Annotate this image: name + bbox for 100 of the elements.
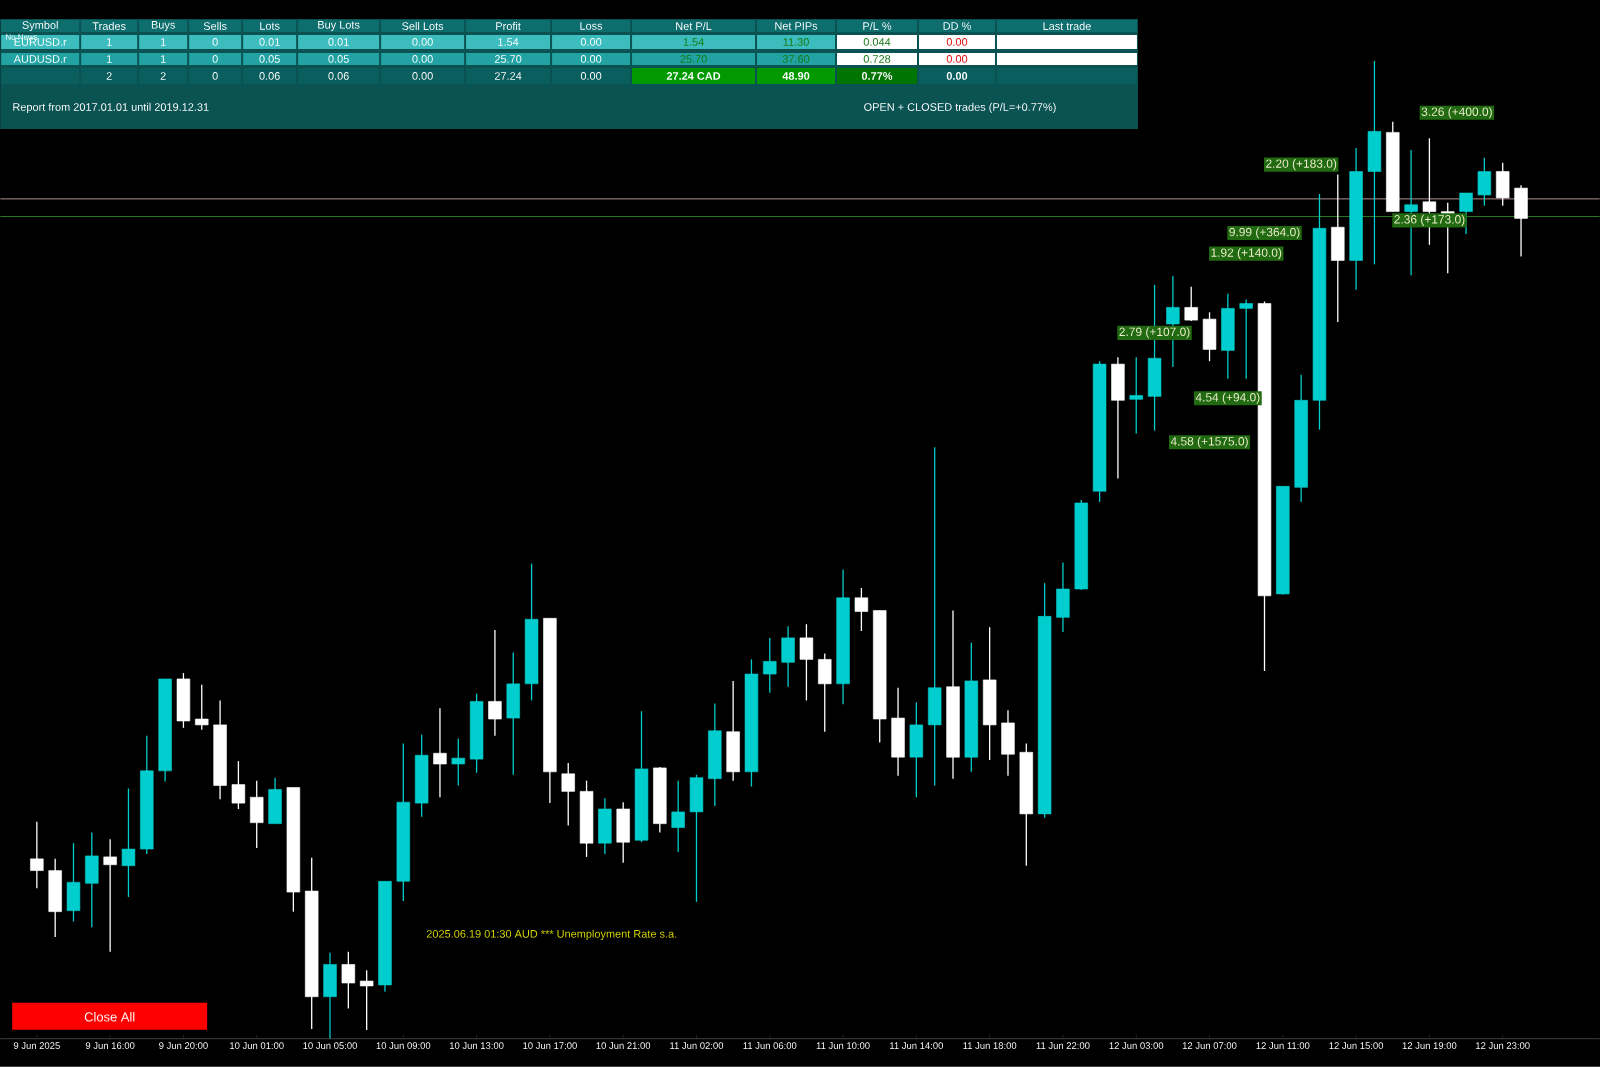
- annotation: 2: [160, 72, 166, 80]
- annotation: 0.00: [580, 55, 602, 63]
- annotation: 37.60: [782, 55, 810, 63]
- candlestick: [341, 951, 356, 1010]
- annotation: 27.24: [494, 72, 522, 80]
- annotation: 2: [106, 72, 112, 80]
- annotation: 0.00: [580, 72, 602, 80]
- annotation: 4.58 (+1575.0): [1170, 436, 1248, 448]
- candlestick: [30, 821, 44, 889]
- annotation: 0.77%: [861, 72, 893, 80]
- annotation: 0.00: [412, 55, 433, 63]
- annotation: 0.00: [946, 55, 968, 63]
- annotation: 0: [212, 55, 218, 63]
- x-tick-label: 11 Jun 14:00: [890, 1042, 943, 1050]
- text: EURUSD.r: [14, 38, 67, 46]
- candlestick: [195, 684, 209, 731]
- annotation: 1.92 (+140.0): [1211, 248, 1282, 260]
- annotation: 2.79 (+107.0): [1119, 327, 1190, 339]
- annotation: 2.20 (+183.0): [1266, 159, 1337, 171]
- candlestick: [1129, 356, 1143, 435]
- x-tick-label: 12 Jun 15:00: [1329, 1042, 1384, 1050]
- annotation: 9.99 (+364.0): [1229, 227, 1300, 239]
- text: 0: [212, 38, 218, 46]
- annotation: 25.70: [680, 55, 707, 63]
- x-tick-label: 10 Jun 01:00: [230, 1042, 284, 1050]
- x-tick-label: 11 Jun 18:00: [963, 1042, 1017, 1050]
- text: Last trade: [1043, 22, 1091, 31]
- x-tick-label: 10 Jun 05:00: [303, 1042, 357, 1050]
- candlestick: [799, 623, 814, 702]
- annotation: 2.36 (+173.0): [1394, 214, 1465, 227]
- text: Profit: [496, 22, 521, 31]
- x-tick-label: 11 Jun 06:00: [743, 1042, 797, 1050]
- annotation: Report from 2017.01.01 until 2019.12.31: [13, 102, 209, 114]
- candlestick: [927, 446, 942, 787]
- annotation: 3.26 (+400.0): [1421, 107, 1492, 119]
- x-tick-label: 12 Jun 07:00: [1182, 1042, 1237, 1050]
- annotation: 27.24 CAD: [666, 72, 721, 80]
- candlestick: [854, 587, 869, 632]
- text: 0.044: [863, 38, 891, 46]
- text: 0.00: [946, 38, 968, 46]
- x-tick-label: 12 Jun 19:00: [1402, 1042, 1457, 1050]
- x-tick-label: 10 Jun 13:00: [449, 1042, 504, 1050]
- annotation: 1: [106, 55, 112, 63]
- text: Sell Lots: [402, 22, 444, 31]
- candlestick: [1184, 286, 1198, 322]
- text: 0.01: [259, 38, 280, 46]
- text: 1.54: [683, 38, 704, 46]
- x-tick-label: 12 Jun 23:00: [1476, 1042, 1530, 1050]
- candlestick: [671, 780, 685, 853]
- candlestick: [488, 629, 502, 737]
- candlestick: [121, 787, 136, 898]
- candlestick: [103, 838, 117, 953]
- text: P/L %: [863, 22, 892, 31]
- candlestick: [1239, 299, 1253, 380]
- candlestick: [433, 707, 447, 799]
- candlestick: [561, 762, 575, 827]
- annotation: 0: [212, 72, 218, 80]
- text: Sells: [203, 22, 227, 31]
- annotation: 0.06: [259, 72, 280, 80]
- text: Lots: [260, 22, 280, 30]
- text: Trades: [92, 22, 126, 31]
- x-tick-label: 12 Jun 03:00: [1109, 1042, 1164, 1050]
- annotation: 1: [160, 55, 166, 63]
- x-tick-label: 9 Jun 20:00: [159, 1042, 208, 1050]
- text: Loss: [580, 22, 603, 30]
- annotation: 25.70: [494, 55, 522, 63]
- candlestick: [451, 738, 465, 787]
- candlestick: [1477, 157, 1492, 207]
- text: DD %: [943, 22, 971, 30]
- x-tick-label: 11 Jun 10:00: [816, 1042, 870, 1050]
- x-tick-label: 10 Jun 09:00: [376, 1042, 431, 1050]
- candlestick: [763, 637, 777, 694]
- text: 1: [160, 38, 166, 46]
- annotation: 0.00: [412, 72, 433, 80]
- x-tick-label: 9 Jun 2025: [13, 1042, 60, 1050]
- text: 0.00: [412, 38, 433, 46]
- annotation: 0.728: [863, 55, 891, 63]
- text: 0.01: [328, 38, 349, 46]
- annotation: AUDUSD.r: [13, 55, 67, 63]
- text: 11.30: [783, 38, 809, 46]
- text: 0.00: [580, 38, 602, 46]
- text: Buys: [151, 21, 175, 31]
- text: 1.54: [498, 38, 519, 46]
- annotation: 0.05: [328, 55, 349, 63]
- x-tick-label: 9 Jun 16:00: [85, 1042, 135, 1050]
- annotation: 0.00: [946, 72, 968, 80]
- text: Symbol: [22, 21, 58, 32]
- x-tick-label: 11 Jun 22:00: [1036, 1042, 1090, 1050]
- x-tick-label: 10 Jun 17:00: [523, 1042, 577, 1050]
- text: Net PIPs: [775, 22, 818, 30]
- x-tick-label: 10 Jun 21:00: [596, 1042, 651, 1050]
- text: Buy Lots: [318, 21, 360, 31]
- candlestick: [359, 969, 374, 1031]
- annotation: Close All: [84, 1012, 135, 1022]
- annotation: 48.90: [782, 72, 810, 80]
- annotation: 0.06: [328, 72, 349, 80]
- candlestick: [231, 760, 246, 810]
- x-tick-label: 12 Jun 11:00: [1256, 1042, 1310, 1050]
- annotation: 0.05: [259, 55, 280, 63]
- annotation: OPEN + CLOSED trades (P/L=+0.77%): [864, 102, 1056, 114]
